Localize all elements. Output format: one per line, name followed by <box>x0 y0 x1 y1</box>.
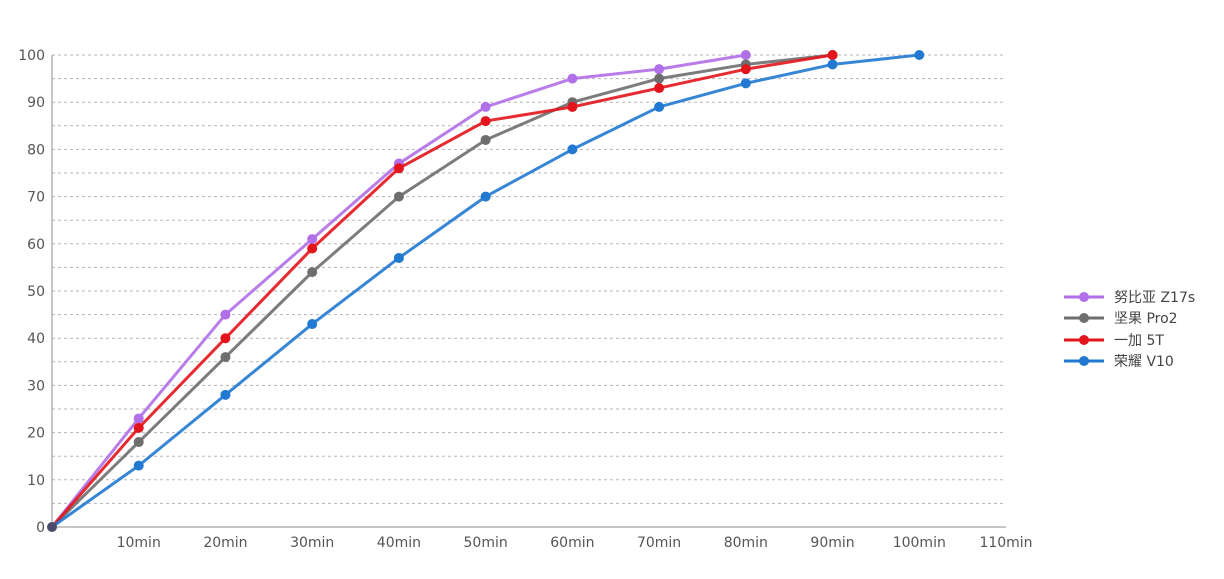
legend-marker <box>1079 291 1089 302</box>
data-point <box>827 50 838 60</box>
series-3 <box>51 50 925 529</box>
axes <box>51 55 1006 528</box>
y-tick-label: 30 <box>27 378 45 394</box>
data-point <box>133 460 144 471</box>
data-point <box>393 163 404 174</box>
series-lines <box>47 50 925 532</box>
data-point <box>480 134 491 145</box>
data-point <box>740 64 751 75</box>
data-point <box>654 83 665 94</box>
data-point <box>220 309 231 320</box>
legend-item-honor[interactable]: 荣耀 V10 <box>1062 351 1195 373</box>
legend-swatch-0 <box>1064 291 1104 302</box>
legend-swatch-2 <box>1064 334 1104 345</box>
legend-label: 努比亚 Z17s <box>1114 289 1196 306</box>
legend-swatch-1 <box>1064 313 1104 324</box>
data-point <box>133 437 144 448</box>
y-tick-label: 50 <box>27 284 45 300</box>
data-point <box>567 101 578 112</box>
y-tick-label: 10 <box>27 473 45 489</box>
x-tick-label: 20min <box>203 535 247 551</box>
series-0 <box>50 50 751 528</box>
y-tick-label: 60 <box>27 237 45 253</box>
data-point <box>220 333 231 344</box>
y-tick-label: 90 <box>27 95 45 111</box>
y-tick-label: 100 <box>18 48 45 64</box>
legend-marker <box>1079 313 1089 324</box>
data-point <box>654 101 665 112</box>
legend-swatch-3 <box>1064 356 1104 367</box>
data-point <box>133 413 144 424</box>
data-point <box>740 50 751 60</box>
legend-item-nubia[interactable]: 努比亚 Z17s <box>1062 286 1195 308</box>
data-point <box>654 64 665 75</box>
origin-point <box>47 522 57 532</box>
x-tick-label: 90min <box>810 535 854 551</box>
x-tick-label: 50min <box>464 535 508 551</box>
data-point <box>307 319 318 330</box>
series-line <box>50 53 833 529</box>
data-point <box>220 352 231 363</box>
data-point <box>133 422 144 433</box>
series-line <box>50 53 833 528</box>
x-tick-label: 10min <box>117 535 161 551</box>
y-tick-labels: 0 10 20 30 40 50 60 70 80 90 100 <box>18 48 45 536</box>
data-point <box>307 234 318 245</box>
x-tick-label: 80min <box>724 535 768 551</box>
x-tick-label: 110min <box>979 535 1032 551</box>
grid-lines <box>52 54 1006 504</box>
legend-item-smartisan[interactable]: 坚果 Pro2 <box>1062 308 1195 330</box>
legend: 努比亚 Z17s 坚果 Pro2 一加 5T 荣耀 V10 <box>1062 286 1195 372</box>
data-point <box>393 191 404 202</box>
x-tick-labels: 10min 20min 30min 40min 50min 60min 70min 80min… <box>117 535 1033 551</box>
y-tick-label: 80 <box>27 142 45 158</box>
data-point <box>307 243 318 254</box>
y-tick-label: 70 <box>27 190 45 206</box>
y-tick-label: 40 <box>27 331 45 347</box>
data-point <box>480 191 491 202</box>
series-2 <box>50 50 838 528</box>
y-tick-label: 20 <box>27 426 45 442</box>
series-1 <box>50 50 838 529</box>
legend-label: 荣耀 V10 <box>1114 354 1174 371</box>
data-point <box>567 144 578 155</box>
x-tick-label: 100min <box>893 535 946 551</box>
data-point <box>827 59 838 70</box>
y-tick-label: 0 <box>36 520 45 536</box>
x-tick-label: 70min <box>637 535 681 551</box>
legend-marker <box>1079 356 1089 367</box>
data-point <box>307 267 318 278</box>
data-point <box>567 73 578 84</box>
data-point <box>480 101 491 112</box>
legend-marker <box>1079 334 1089 345</box>
data-point <box>220 389 231 400</box>
data-point <box>654 73 665 84</box>
x-tick-label: 60min <box>550 535 594 551</box>
data-point <box>740 78 751 89</box>
x-tick-label: 40min <box>377 535 421 551</box>
x-tick-label: 30min <box>290 535 334 551</box>
data-point <box>914 50 925 60</box>
legend-label: 一加 5T <box>1114 332 1164 349</box>
legend-label: 坚果 Pro2 <box>1114 311 1178 328</box>
legend-item-oneplus[interactable]: 一加 5T <box>1062 329 1195 351</box>
data-point <box>480 116 491 127</box>
data-point <box>393 252 404 263</box>
